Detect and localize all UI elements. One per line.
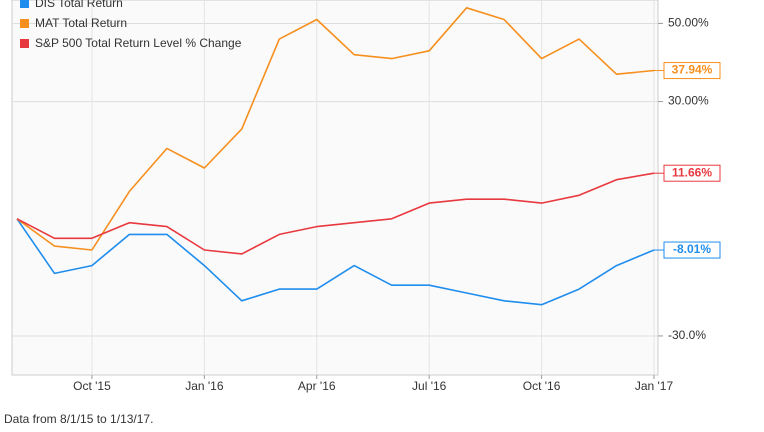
footnote: Data from 8/1/15 to 1/13/17. bbox=[4, 412, 153, 426]
value-label-box bbox=[663, 164, 721, 182]
y-tick-label: -30.0% bbox=[668, 328, 706, 342]
legend-swatch bbox=[20, 19, 29, 28]
x-tick-label: Jan '16 bbox=[185, 379, 224, 393]
value-label-box bbox=[663, 62, 721, 80]
legend-label: S&P 500 Total Return Level % Change bbox=[35, 36, 242, 50]
x-tick-label: Oct '16 bbox=[523, 379, 561, 393]
series-line bbox=[16, 218, 655, 306]
plot-area bbox=[11, 0, 659, 376]
legend-swatch bbox=[20, 39, 29, 48]
legend-label: DIS Total Return bbox=[35, 0, 123, 10]
legend-swatch bbox=[20, 0, 29, 8]
series-line bbox=[16, 172, 655, 255]
series-line bbox=[16, 7, 655, 251]
value-label: 11.66% bbox=[672, 165, 712, 179]
legend-label: MAT Total Return bbox=[35, 16, 127, 30]
value-label: 37.94% bbox=[672, 63, 713, 77]
y-tick-label: 30.00% bbox=[668, 94, 709, 108]
y-tick-label: 50.00% bbox=[668, 16, 709, 30]
value-label: -8.01% bbox=[673, 242, 711, 256]
x-tick-label: Jan '17 bbox=[635, 379, 674, 393]
x-tick-label: Jul '16 bbox=[412, 379, 447, 393]
x-tick-label: Apr '16 bbox=[298, 379, 336, 393]
value-label-box bbox=[663, 241, 721, 259]
x-tick-label: Oct '15 bbox=[73, 379, 111, 393]
